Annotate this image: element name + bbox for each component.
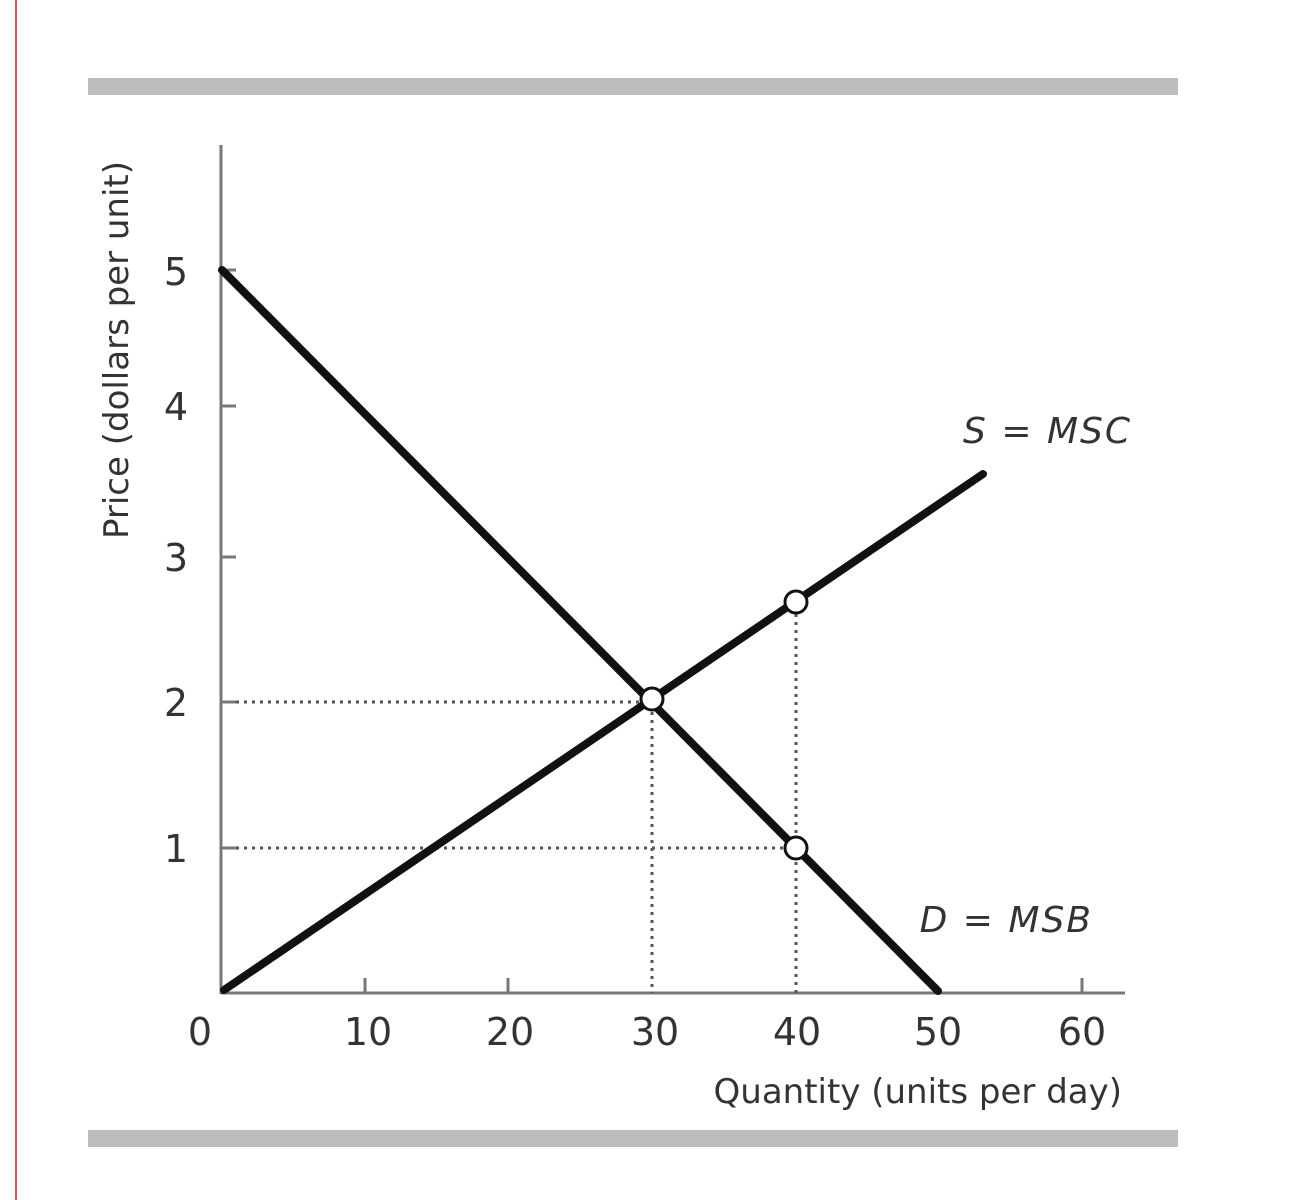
equilibrium-point: [639, 686, 665, 712]
demand-curve: [218, 266, 942, 995]
x-tick-label: 40: [773, 1010, 821, 1054]
supply-curve: [220, 470, 987, 994]
x-tick-label: 60: [1058, 1010, 1106, 1054]
y-axis-title: Price (dollars per unit): [97, 161, 137, 539]
x-tick-label: 20: [486, 1010, 534, 1054]
x-tick-label: 30: [631, 1010, 679, 1054]
data-points: [639, 589, 809, 861]
supply-curve-label: S = MSC: [963, 411, 1132, 452]
x-tick-label: 10: [344, 1010, 392, 1054]
y-tick-label: 2: [164, 681, 188, 725]
x-axis-ticks: [363, 978, 1084, 993]
page-margin-rule: [15, 0, 17, 1200]
msc-point-40: [783, 589, 809, 615]
y-tick-label: 4: [164, 385, 188, 429]
top-divider-bar: [88, 78, 1178, 95]
y-axis-ticks: [221, 268, 236, 850]
y-tick-label: 1: [164, 827, 188, 871]
x-axis-title: Quantity (units per day): [714, 1072, 1122, 1112]
demand-curve-label: D = MSB: [920, 900, 1093, 941]
x-tick-label: 50: [914, 1010, 962, 1054]
x-tick-label: 0: [188, 1010, 212, 1054]
y-tick-label: 3: [164, 536, 188, 580]
msb-point-40: [783, 835, 809, 861]
bottom-divider-bar: [88, 1130, 1178, 1147]
y-tick-label: 5: [164, 250, 188, 294]
guide-lines: [236, 614, 798, 993]
